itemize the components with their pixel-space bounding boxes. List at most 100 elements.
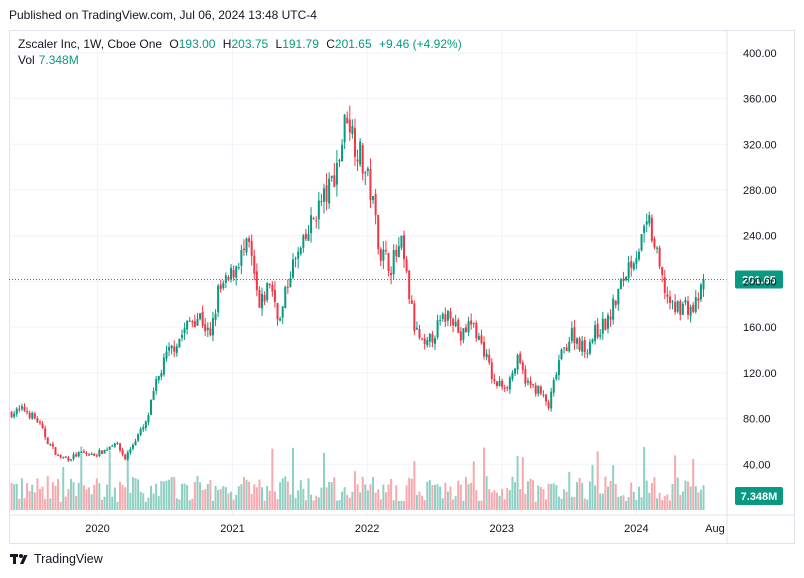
candle-body [542, 394, 545, 396]
chart-frame [9, 30, 795, 544]
candle-body [361, 145, 364, 174]
candle-body [503, 387, 506, 389]
volume-bar [428, 480, 431, 510]
volume-bar [663, 496, 666, 510]
volume-bar [240, 484, 243, 510]
candle-body [687, 301, 690, 315]
candle-body [119, 443, 122, 451]
candle-body [82, 451, 85, 453]
volume-bar [59, 501, 62, 510]
candle-body [534, 385, 537, 394]
volume-bar [178, 499, 181, 510]
volume-bar [570, 496, 573, 510]
time-axis[interactable]: 2020 2021 2022 2023 2024 Aug [9, 514, 795, 535]
candle-body [320, 201, 323, 203]
volume-bar [552, 483, 555, 510]
high-value: 203.75 [231, 37, 269, 51]
volume-bar [434, 484, 436, 510]
volume-bar [537, 485, 540, 510]
volume-bar [397, 500, 400, 510]
candle-body [268, 283, 271, 286]
volume-bar [653, 477, 656, 510]
footer-brand[interactable]: TradingView [10, 552, 103, 566]
volume-bar [315, 495, 318, 510]
candle-body [596, 323, 599, 338]
candle-body [428, 333, 431, 342]
volume-bar [449, 486, 452, 510]
volume-bar [684, 480, 687, 510]
candle-body [576, 338, 578, 344]
candle-body [604, 318, 607, 331]
volume-bar [498, 495, 501, 510]
candle-body [137, 434, 140, 441]
volume-bar [586, 499, 589, 510]
y-tick-label: 160.00 [743, 322, 777, 334]
volume-bar [501, 488, 504, 510]
candle-body [415, 327, 418, 330]
volume-bar [511, 476, 514, 510]
candle-body [627, 262, 630, 279]
candle-body [333, 175, 336, 188]
volume-bar [85, 489, 88, 510]
volume-bar [594, 485, 597, 510]
volume-bar [235, 494, 238, 510]
volume-bar [431, 485, 434, 510]
candle-body [57, 455, 60, 457]
candle-body [606, 315, 609, 329]
volume-bar [227, 493, 230, 510]
candle-body [684, 300, 687, 303]
candle-body [41, 423, 44, 429]
candle-body [191, 321, 194, 323]
candle-body [64, 456, 67, 458]
volume-bar [694, 486, 697, 510]
volume-bar [532, 480, 535, 510]
volume-bar [44, 499, 47, 510]
candle-body [475, 322, 478, 339]
y-tick-label: 80.00 [743, 414, 771, 426]
volume-bar [560, 498, 563, 510]
candle-body [235, 266, 238, 278]
volume-bar [413, 461, 416, 510]
volume-bar [578, 477, 581, 510]
candle-body [261, 293, 264, 309]
volume-bar [436, 484, 439, 510]
volume-bar [88, 487, 91, 510]
volume-bar [111, 496, 114, 510]
price-axis[interactable]: 40.00 80.00 120.00 160.00 200.00 240.00 280.00… [726, 30, 777, 544]
volume-bar [426, 481, 429, 510]
volume-bar [253, 484, 256, 510]
candle-body [80, 451, 83, 453]
volume-bar [539, 486, 542, 510]
volume-bar [493, 490, 496, 510]
volume-bar [335, 500, 338, 510]
candle-body [521, 362, 524, 370]
volume-bar [245, 479, 248, 510]
candle-body [88, 454, 91, 456]
volume-bar [175, 498, 178, 510]
volume-bar [441, 498, 444, 510]
candle-body [90, 453, 93, 455]
candlestick-chart[interactable]: 201.65 7.348M 40.00 80.00 120.00 160.00 200.0… [9, 30, 795, 544]
volume-bar [41, 486, 44, 510]
volume-bar [689, 486, 692, 510]
volume-bar [374, 492, 377, 510]
candle-body [139, 429, 142, 435]
candle-body [23, 406, 26, 411]
volume-bar [255, 487, 258, 510]
volume-bar [439, 486, 442, 510]
candle-body [286, 286, 289, 288]
volume-bar [681, 491, 684, 510]
candle-body [131, 444, 134, 449]
volume-bar [387, 484, 390, 510]
candle-body [28, 412, 31, 418]
candle-body [524, 368, 527, 384]
volume-bar [485, 476, 488, 510]
volume-bar [103, 496, 106, 510]
volume-bar [113, 487, 116, 510]
x-tick-label: 2024 [624, 523, 648, 535]
volume-bar [555, 485, 558, 510]
volume-bar [343, 487, 346, 510]
price-candles [10, 105, 705, 463]
candle-body [573, 327, 576, 344]
candle-body [253, 255, 256, 274]
